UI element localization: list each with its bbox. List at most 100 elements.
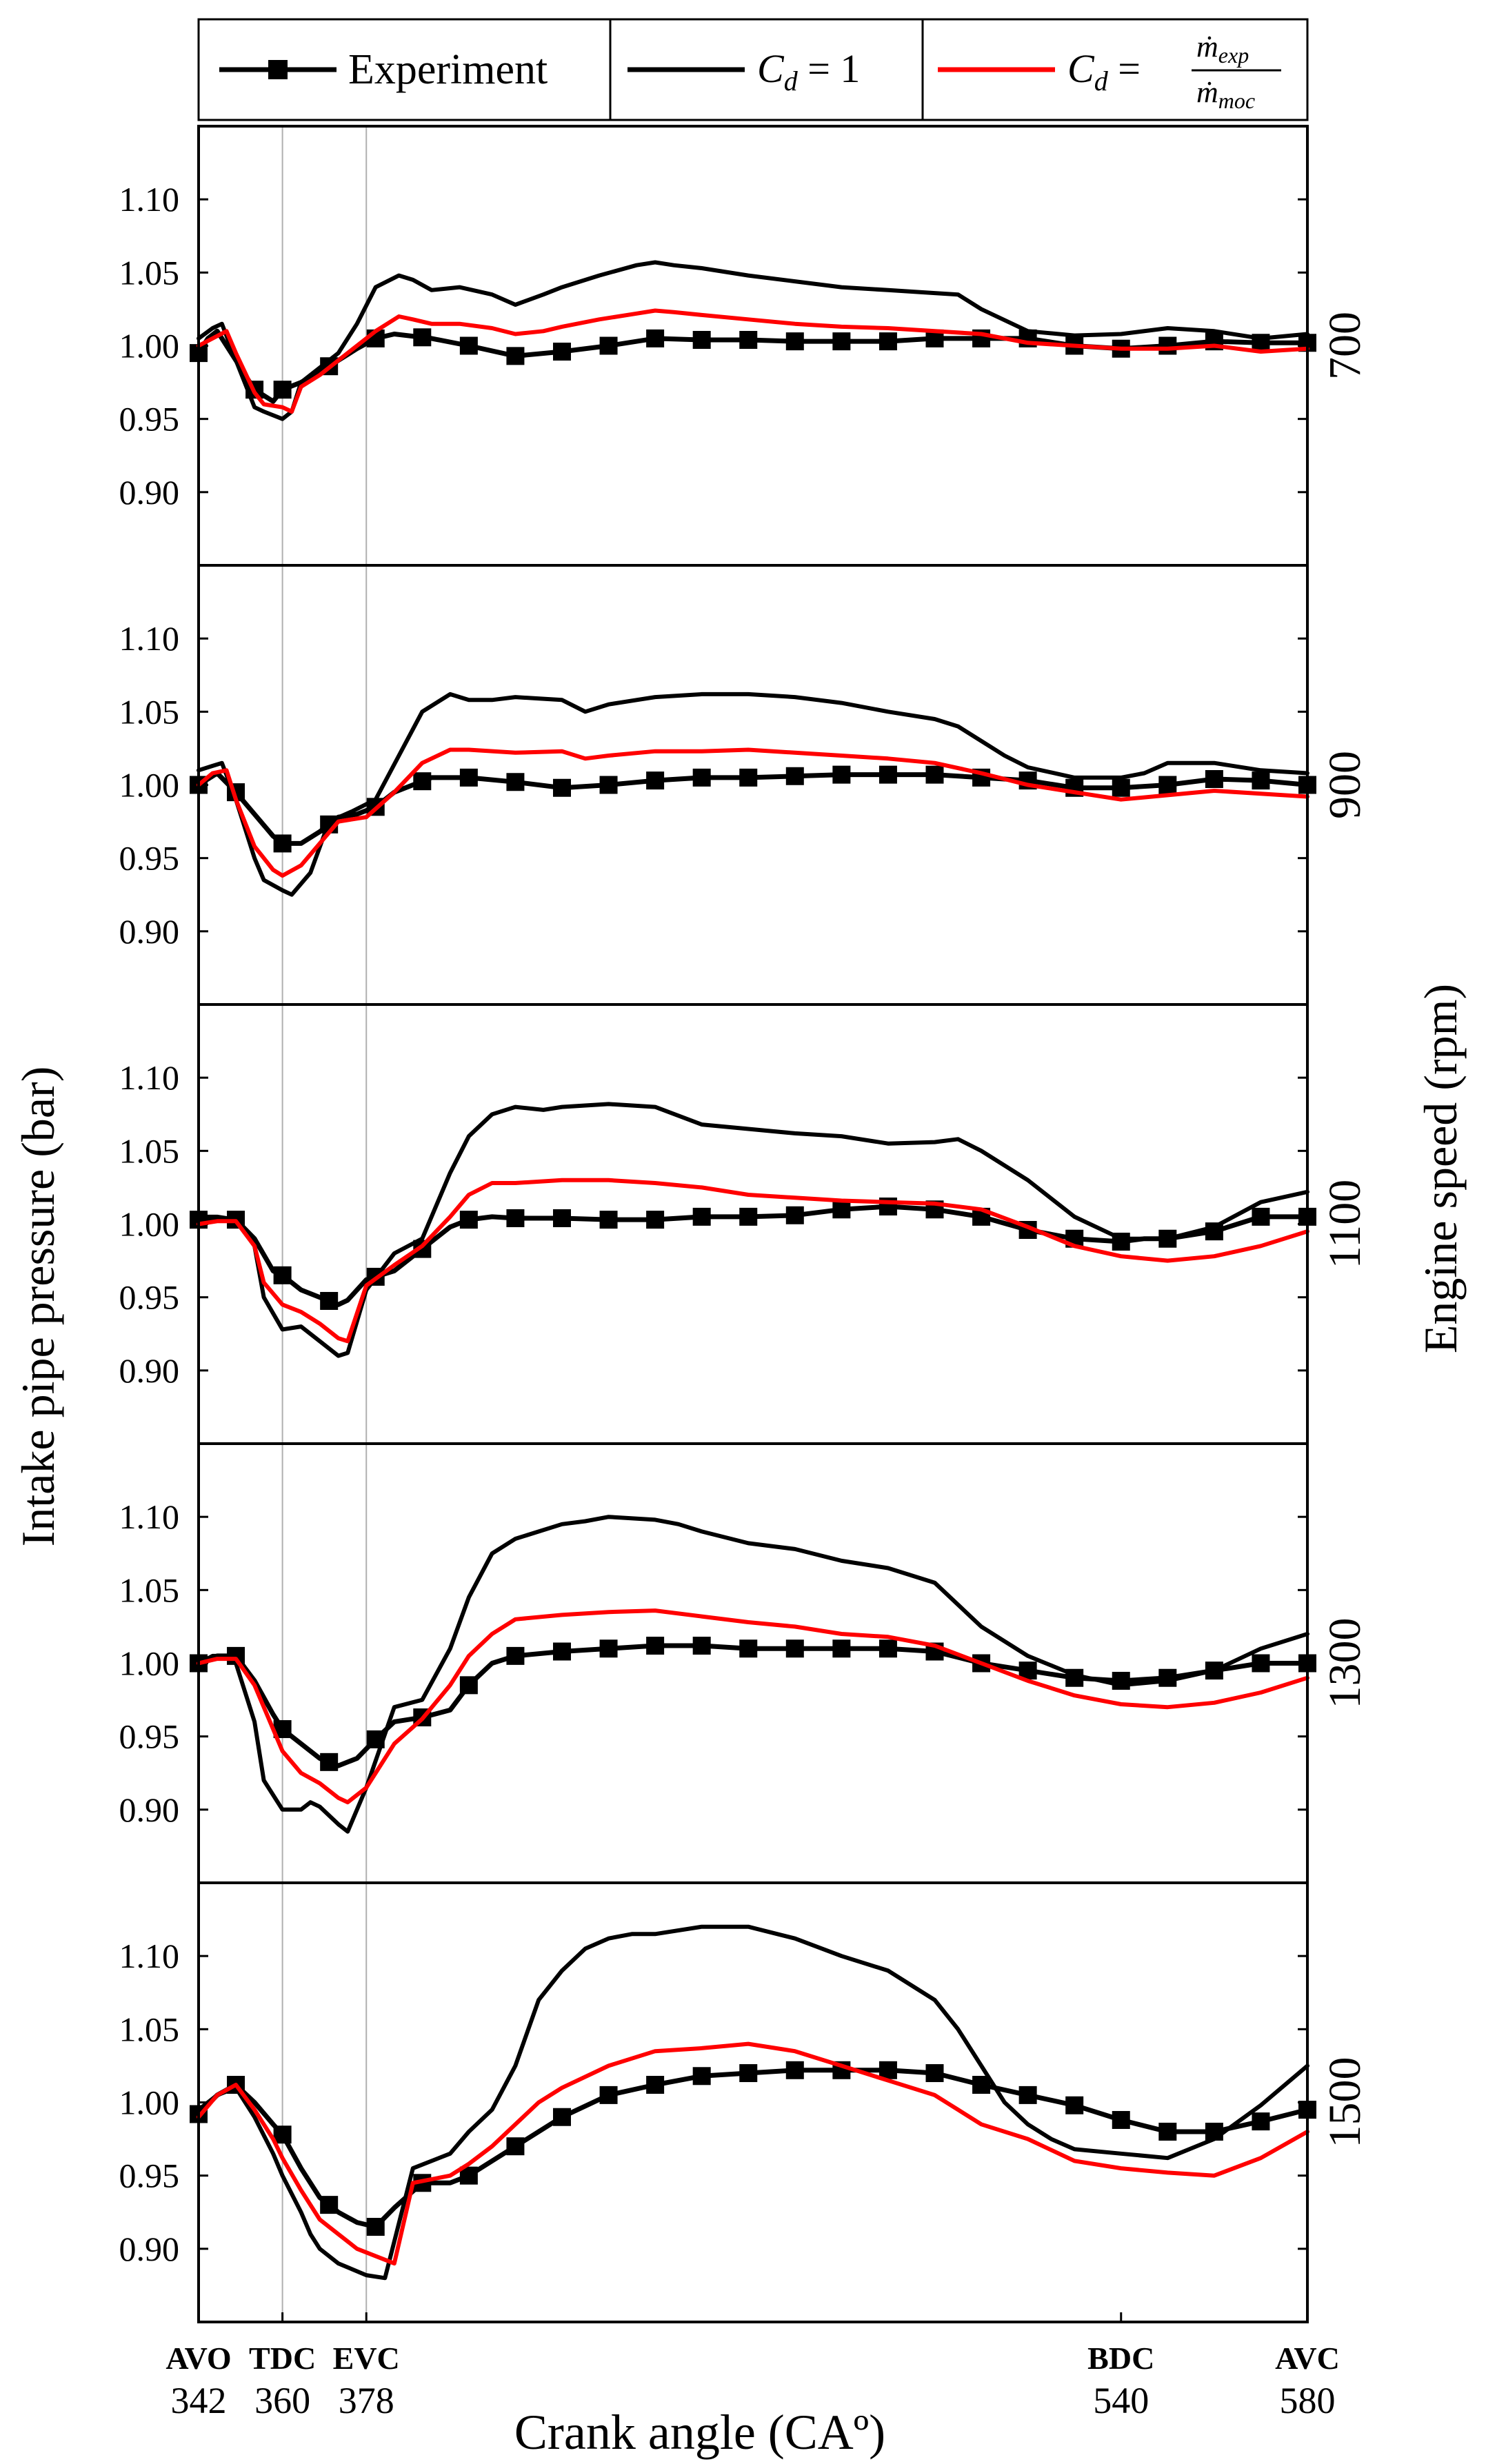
marker-Experiment-1300-490 [878,1639,897,1658]
marker-Experiment-1500-490 [878,2061,897,2079]
marker-Experiment-1100-370 [320,1291,339,1310]
marker-Experiment-700-460 [739,331,758,350]
marker-Experiment-900-470 [785,767,804,785]
panel-frame-1500 [197,1881,1309,2323]
series-Cd1-700 [197,260,1309,421]
ytick-label-700-2: 1.00 [119,327,180,365]
series-CdRatio-1100 [197,1178,1309,1344]
series-line-Cd1-1300 [197,1515,1309,1834]
marker-Experiment-700-420 [552,342,571,361]
marker-Experiment-1300-460 [739,1639,758,1658]
series-CdRatio-1300 [197,1608,1309,1805]
ytick-label-1100-2: 1.00 [119,1205,180,1244]
marker-Experiment-1300-370 [320,1753,339,1771]
marker-Experiment-900-490 [878,765,897,784]
marker-Experiment-1500-470 [785,2061,804,2079]
marker-Experiment-1100-470 [785,1206,804,1224]
speed-label-700: 700 [1320,312,1370,380]
ytick-label-700-4: 1.10 [119,180,180,219]
legend-cdratio-label: Cd = [1067,46,1141,97]
marker-Experiment-1300-470 [785,1639,804,1658]
legend-cdratio-numerator: ṁexp [1196,30,1249,68]
xtick-value-EVC: 378 [339,2380,394,2421]
panel-700: 0.90 0.95 1.00 1.05 1.10 700 [119,125,1370,567]
marker-Experiment-1100-440 [646,1211,665,1229]
marker-Experiment-1500-550 [1158,2122,1177,2141]
marker-Experiment-1300-450 [692,1637,711,1655]
legend-cd1-c: C [757,46,785,91]
marker-Experiment-700-400 [459,336,478,355]
marker-Experiment-1500-460 [739,2064,758,2083]
xtick-name-TDC: TDC [249,2341,316,2376]
marker-Experiment-1300-480 [832,1639,851,1658]
series-Experiment-1500 [190,2061,1316,2236]
x-axis: AVO 342 TDC 360 EVC 378 BDC 540 AVC 580 [165,2312,1340,2421]
series-line-Experiment-1500 [196,2068,1310,2230]
series-line-Cd1-1100 [197,1102,1309,1358]
marker-Experiment-700-470 [785,332,804,351]
ytick-label-1100-4: 1.10 [119,1058,180,1097]
marker-Experiment-1100-430 [599,1211,618,1229]
marker-Experiment-900-420 [552,778,571,797]
xtick-value-AVC: 580 [1280,2380,1336,2421]
panels: 0.90 0.95 1.00 1.05 1.10 700 0.90 0.95 1.00 1.05 1… [119,125,1370,2323]
legend-cd1-sub: d [784,65,799,97]
legend-numerator-sub: exp [1218,43,1249,68]
ytick-label-900-4: 1.10 [119,619,180,658]
series-Experiment-1100 [190,1198,1316,1310]
marker-Experiment-1100-570 [1252,1207,1270,1226]
series-CdRatio-1500 [197,2041,1309,2266]
series-Cd1-900 [197,691,1309,897]
legend-cdratio-c: C [1067,46,1095,91]
marker-Experiment-1100-450 [692,1207,711,1226]
marker-Experiment-1100-460 [739,1207,758,1226]
series-line-CdRatio-1100 [197,1178,1309,1344]
marker-Experiment-900-550 [1158,776,1177,794]
marker-Experiment-900-430 [599,776,618,794]
series-line-Cd1-900 [197,691,1309,897]
ytick-label-1100-3: 1.05 [119,1131,180,1170]
speed-label-900: 900 [1320,751,1370,819]
panel-1300: 0.90 0.95 1.00 1.05 1.10 1300 [119,1442,1370,1884]
series-line-CdRatio-1500 [197,2041,1309,2266]
series-CdRatio-700 [197,308,1309,414]
xtick-name-AVC: AVC [1275,2341,1340,2376]
marker-Experiment-1100-480 [832,1200,851,1219]
marker-Experiment-900-410 [506,773,525,791]
xtick-value-TDC: 360 [254,2380,310,2421]
legend-cdratio-eq: = [1108,46,1141,91]
series-line-Cd1-1500 [197,1924,1309,2281]
marker-Experiment-700-550 [1158,336,1177,355]
marker-Experiment-900-360 [273,834,292,853]
marker-Experiment-700-430 [599,336,618,355]
legend-cd1-suffix: = 1 [798,46,861,91]
legend-cdratio-sub: d [1094,65,1109,97]
marker-Experiment-1500-530 [1065,2096,1084,2114]
marker-Experiment-900-390 [413,772,432,791]
marker-Experiment-900-440 [646,771,665,790]
ytick-label-1500-1: 0.95 [119,2157,180,2195]
marker-Experiment-900-500 [925,765,944,784]
ytick-label-1500-2: 1.00 [119,2083,180,2122]
ytick-label-1300-3: 1.05 [119,1571,180,1609]
marker-Experiment-1500-520 [1018,2086,1037,2104]
ytick-label-900-3: 1.05 [119,692,180,731]
xtick-name-EVC: EVC [333,2341,400,2376]
series-line-CdRatio-700 [197,308,1309,414]
legend-cdratio-denominator: ṁmoc [1196,75,1255,113]
marker-Experiment-1500-380 [366,2217,385,2236]
y-axis-title: Intake pipe pressure (bar) [12,1067,64,1547]
panel-900: 0.90 0.95 1.00 1.05 1.10 900 [119,564,1370,1006]
marker-Experiment-1300-400 [459,1676,478,1695]
ytick-label-1500-0: 0.90 [119,2230,180,2268]
marker-Experiment-900-450 [692,768,711,787]
ytick-label-900-1: 0.95 [119,839,180,878]
ytick-label-1100-1: 0.95 [119,1278,180,1317]
marker-Experiment-1500-410 [506,2137,525,2156]
marker-Experiment-1500-430 [599,2086,618,2104]
ytick-label-700-1: 0.95 [119,400,180,438]
marker-Experiment-1100-410 [506,1209,525,1228]
marker-Experiment-1300-430 [599,1639,618,1658]
marker-Experiment-900-480 [832,765,851,784]
